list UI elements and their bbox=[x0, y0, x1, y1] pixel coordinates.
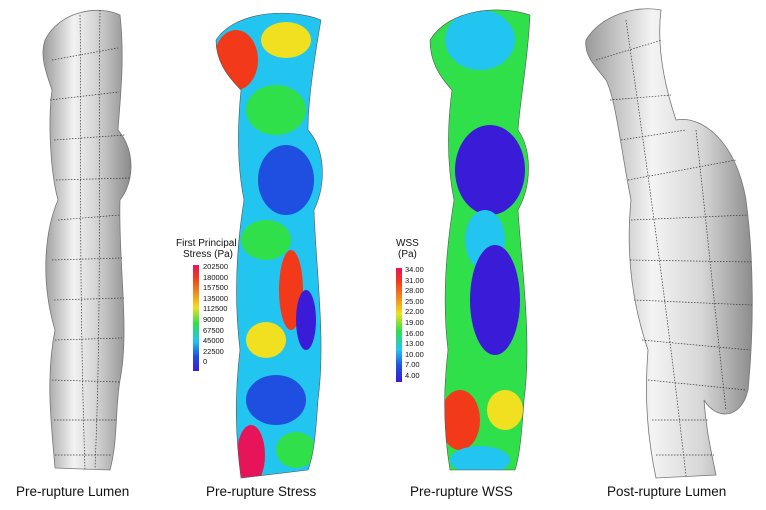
caption-pre-rupture-wss: Pre-rupture WSS bbox=[410, 484, 513, 499]
stress-tick: 45000 bbox=[203, 336, 224, 346]
stress-tick: 180000 bbox=[203, 272, 229, 282]
stress-legend-ticks: 202500 180000 157500 135000 112500 90000… bbox=[203, 262, 228, 368]
wss-legend: WSS (Pa) 34.00 31.00 28.00 25.00 22.00 1… bbox=[396, 238, 424, 382]
mesh-lines bbox=[49, 9, 131, 471]
post-rupture-lumen-panel bbox=[576, 0, 766, 480]
wss-tick: 7.00 bbox=[405, 360, 420, 370]
stress-tick: 0 bbox=[203, 357, 208, 367]
wss-tick: 31.00 bbox=[405, 275, 424, 285]
post-rupture-lumen-render bbox=[585, 8, 753, 479]
stress-tick: 90000 bbox=[203, 314, 224, 324]
wss-tick: 19.00 bbox=[405, 317, 424, 327]
wss-tick: 10.00 bbox=[405, 349, 424, 359]
pre-rupture-lumen-panel bbox=[0, 0, 190, 480]
wss-tick: 28.00 bbox=[405, 286, 424, 296]
stress-legend-title-line2: Stress (Pa) bbox=[183, 249, 234, 260]
wss-legend-title-line2: (Pa) bbox=[398, 249, 417, 260]
wss-tick: 34.00 bbox=[405, 265, 424, 274]
wss-legend-ticks: 34.00 31.00 28.00 25.00 22.00 19.00 16.0… bbox=[405, 265, 424, 382]
wss-legend-title-line1: WSS bbox=[396, 238, 419, 249]
stress-tick: 22500 bbox=[203, 346, 224, 356]
wss-colorbar bbox=[396, 268, 402, 382]
pre-rupture-wss-panel bbox=[420, 0, 560, 480]
stress-legend: First Principal Stress (Pa) 202500 18000… bbox=[176, 238, 237, 371]
stress-tick: 67500 bbox=[203, 325, 224, 335]
stress-tick: 135000 bbox=[203, 293, 229, 303]
stress-colorbar bbox=[193, 265, 199, 371]
caption-post-rupture-lumen: Post-rupture Lumen bbox=[607, 484, 727, 499]
stress-tick: 112500 bbox=[203, 304, 228, 314]
wss-tick: 13.00 bbox=[405, 339, 424, 349]
wss-tick: 4.00 bbox=[405, 370, 420, 380]
wss-tick: 22.00 bbox=[405, 307, 424, 317]
stress-legend-title-line1: First Principal bbox=[176, 238, 237, 249]
stress-map-render bbox=[215, 12, 323, 479]
caption-pre-rupture-stress: Pre-rupture Stress bbox=[206, 484, 317, 499]
wss-tick: 25.00 bbox=[405, 296, 424, 306]
vessel-surface bbox=[585, 8, 753, 479]
vessel-surface bbox=[42, 9, 132, 471]
stress-tick: 202500 bbox=[203, 262, 229, 271]
wss-tick: 16.00 bbox=[405, 328, 424, 338]
caption-pre-rupture-lumen: Pre-rupture Lumen bbox=[16, 484, 130, 499]
stress-tick: 157500 bbox=[203, 283, 229, 293]
wss-map-render bbox=[429, 9, 531, 471]
mesh-lines bbox=[595, 19, 753, 477]
pre-rupture-lumen-render bbox=[42, 9, 132, 471]
pre-rupture-stress-panel bbox=[196, 0, 366, 480]
